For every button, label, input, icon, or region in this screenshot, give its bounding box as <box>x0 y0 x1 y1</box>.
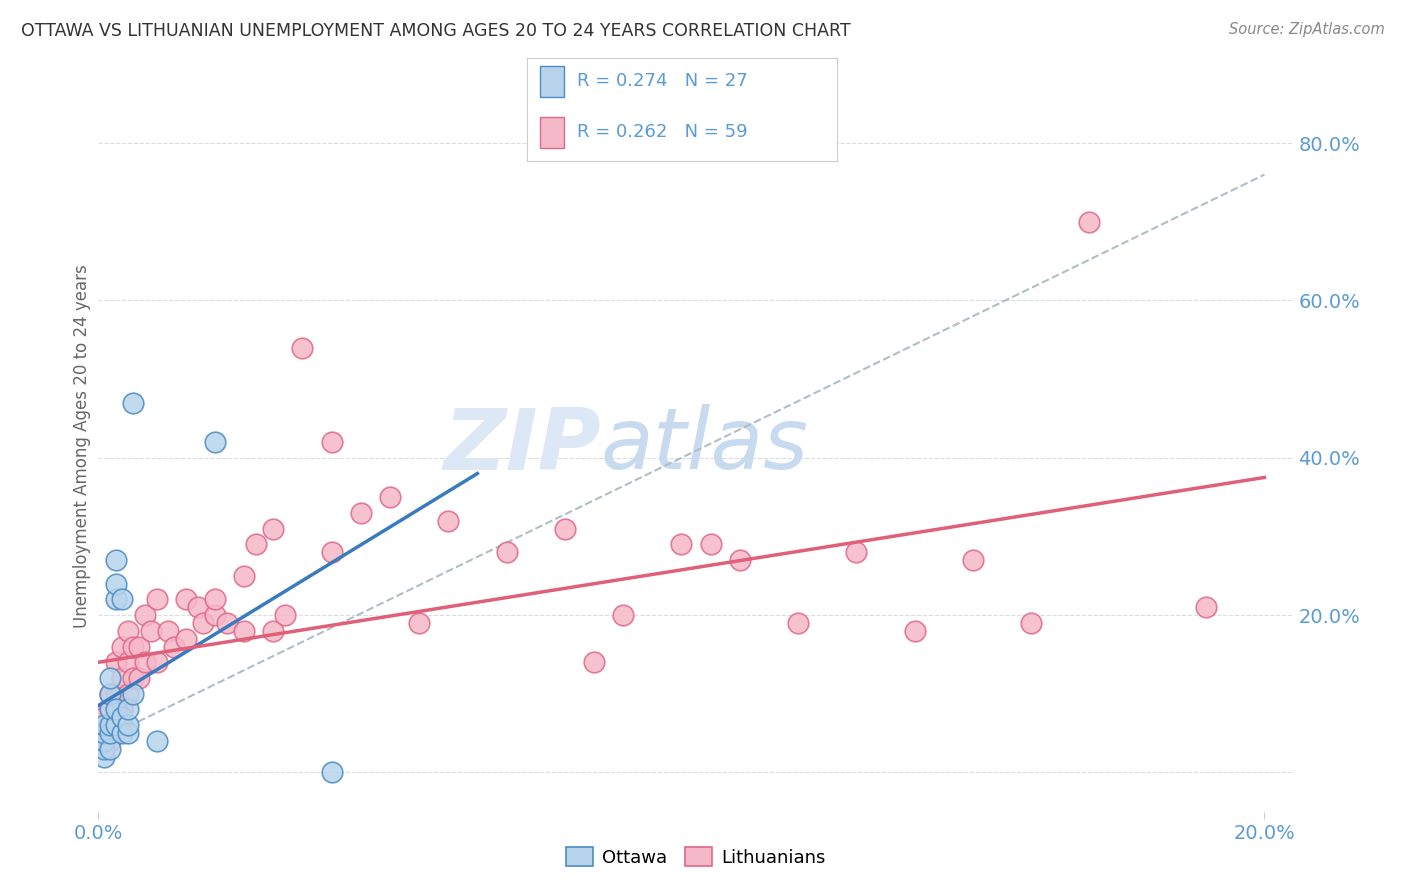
Point <box>98 687 121 701</box>
Point <box>291 341 314 355</box>
Point <box>117 718 139 732</box>
Point <box>117 655 139 669</box>
Point <box>233 624 256 638</box>
Point <box>437 514 460 528</box>
Text: R = 0.262   N = 59: R = 0.262 N = 59 <box>576 123 748 141</box>
Point <box>903 624 925 638</box>
Point <box>104 687 127 701</box>
Point <box>215 615 238 630</box>
Bar <box>540 66 564 97</box>
Point <box>122 396 145 410</box>
Text: R = 0.274   N = 27: R = 0.274 N = 27 <box>576 72 748 90</box>
Point <box>321 545 343 559</box>
Point <box>139 624 162 638</box>
Point <box>93 741 115 756</box>
Point <box>117 726 139 740</box>
Bar <box>540 118 564 148</box>
Point <box>104 553 127 567</box>
Y-axis label: Unemployment Among Ages 20 to 24 years: Unemployment Among Ages 20 to 24 years <box>73 264 91 628</box>
Point <box>321 435 343 450</box>
Point <box>962 553 984 567</box>
Point <box>262 522 284 536</box>
Point <box>174 632 197 646</box>
Point <box>321 765 343 780</box>
Point <box>93 734 115 748</box>
Point <box>111 702 134 716</box>
Point <box>93 710 115 724</box>
Point <box>122 671 145 685</box>
Point <box>495 545 517 559</box>
Point <box>98 726 121 740</box>
Point <box>204 435 226 450</box>
Point <box>98 702 121 716</box>
Point <box>93 726 115 740</box>
Point <box>117 702 139 716</box>
Point <box>145 592 167 607</box>
Point <box>193 615 215 630</box>
Point <box>111 671 134 685</box>
Point <box>122 687 145 701</box>
Point <box>111 640 134 654</box>
Point <box>408 615 430 630</box>
Point <box>787 615 810 630</box>
Point <box>699 537 721 551</box>
Point <box>274 608 297 623</box>
Text: ZIP: ZIP <box>443 404 600 488</box>
Point <box>122 640 145 654</box>
Point <box>671 537 693 551</box>
Point <box>134 655 156 669</box>
Point <box>93 726 115 740</box>
Point <box>104 655 127 669</box>
Point <box>262 624 284 638</box>
Point <box>111 592 134 607</box>
Point <box>728 553 751 567</box>
Point <box>134 608 156 623</box>
Point <box>128 640 150 654</box>
Point <box>1078 215 1101 229</box>
Point <box>163 640 186 654</box>
Point <box>157 624 180 638</box>
Point <box>204 608 226 623</box>
Point <box>104 718 127 732</box>
Point <box>582 655 605 669</box>
Point <box>104 702 127 716</box>
Point <box>233 568 256 582</box>
Point <box>145 734 167 748</box>
Text: Source: ZipAtlas.com: Source: ZipAtlas.com <box>1229 22 1385 37</box>
Point <box>186 600 208 615</box>
Point <box>117 624 139 638</box>
Point <box>612 608 634 623</box>
Point <box>104 718 127 732</box>
Point <box>204 592 226 607</box>
Point <box>98 702 121 716</box>
Point <box>93 749 115 764</box>
Point <box>111 710 134 724</box>
Point <box>98 687 121 701</box>
Point <box>104 576 127 591</box>
Text: OTTAWA VS LITHUANIAN UNEMPLOYMENT AMONG AGES 20 TO 24 YEARS CORRELATION CHART: OTTAWA VS LITHUANIAN UNEMPLOYMENT AMONG … <box>21 22 851 40</box>
Point <box>378 490 401 504</box>
Legend: Ottawa, Lithuanians: Ottawa, Lithuanians <box>558 840 834 874</box>
Point <box>117 687 139 701</box>
Point <box>98 734 121 748</box>
Point <box>245 537 267 551</box>
Point <box>128 671 150 685</box>
Point <box>98 741 121 756</box>
Point <box>145 655 167 669</box>
Point <box>174 592 197 607</box>
Point <box>111 726 134 740</box>
Point <box>845 545 868 559</box>
Point <box>98 671 121 685</box>
Point <box>1195 600 1218 615</box>
Text: atlas: atlas <box>600 404 808 488</box>
Point <box>1019 615 1042 630</box>
Point <box>350 506 373 520</box>
Point <box>98 718 121 732</box>
Point <box>104 592 127 607</box>
Point <box>93 718 115 732</box>
Point <box>554 522 576 536</box>
